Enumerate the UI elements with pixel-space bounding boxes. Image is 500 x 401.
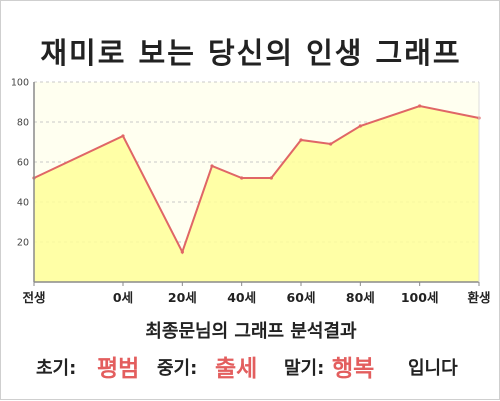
middle-label: 중기:: [157, 358, 198, 379]
data-point: [299, 138, 303, 142]
y-tick-label: 100: [11, 78, 29, 89]
x-tick-labels: 전생 0세 20세 40세 60세 80세 100세 환생: [22, 282, 491, 305]
data-point: [418, 104, 422, 108]
data-point: [180, 250, 184, 254]
ending-text: 입니다: [408, 358, 458, 379]
y-tick-labels: 20 40 60 80 100: [11, 78, 29, 249]
early-label: 초기:: [36, 358, 77, 379]
data-point: [269, 176, 273, 180]
x-tick-label: 환생: [467, 290, 490, 305]
x-tick-label: 80세: [346, 290, 375, 305]
page-title: 재미로 보는 당신의 인생 그래프: [40, 36, 462, 70]
x-tick-label: 0세: [113, 290, 133, 305]
late-value: 행복: [332, 356, 375, 382]
data-point: [358, 124, 362, 128]
x-tick-label: 20세: [168, 290, 197, 305]
x-tick-label: 60세: [287, 290, 316, 305]
result-summary: 초기: 평범 중기: 출세 말기: 행복 입니다: [1, 347, 500, 382]
y-tick-label: 60: [17, 158, 29, 169]
data-point: [121, 134, 125, 138]
late-label: 말기:: [284, 358, 325, 379]
x-tick-label: 전생: [22, 290, 45, 305]
x-tick-label: 40세: [227, 290, 256, 305]
middle-value: 출세: [215, 356, 258, 382]
data-point: [329, 142, 333, 146]
y-tick-label: 40: [17, 198, 29, 209]
result-heading: 최종문님의 그래프 분석결과: [145, 321, 357, 342]
data-point: [210, 164, 214, 168]
y-tick-label: 20: [17, 238, 29, 249]
x-tick-label: 100세: [401, 290, 439, 305]
early-value: 평범: [97, 356, 140, 382]
y-tick-label: 80: [17, 118, 29, 129]
data-point: [240, 176, 244, 180]
series-points: [32, 104, 481, 254]
series-area: [34, 106, 479, 282]
